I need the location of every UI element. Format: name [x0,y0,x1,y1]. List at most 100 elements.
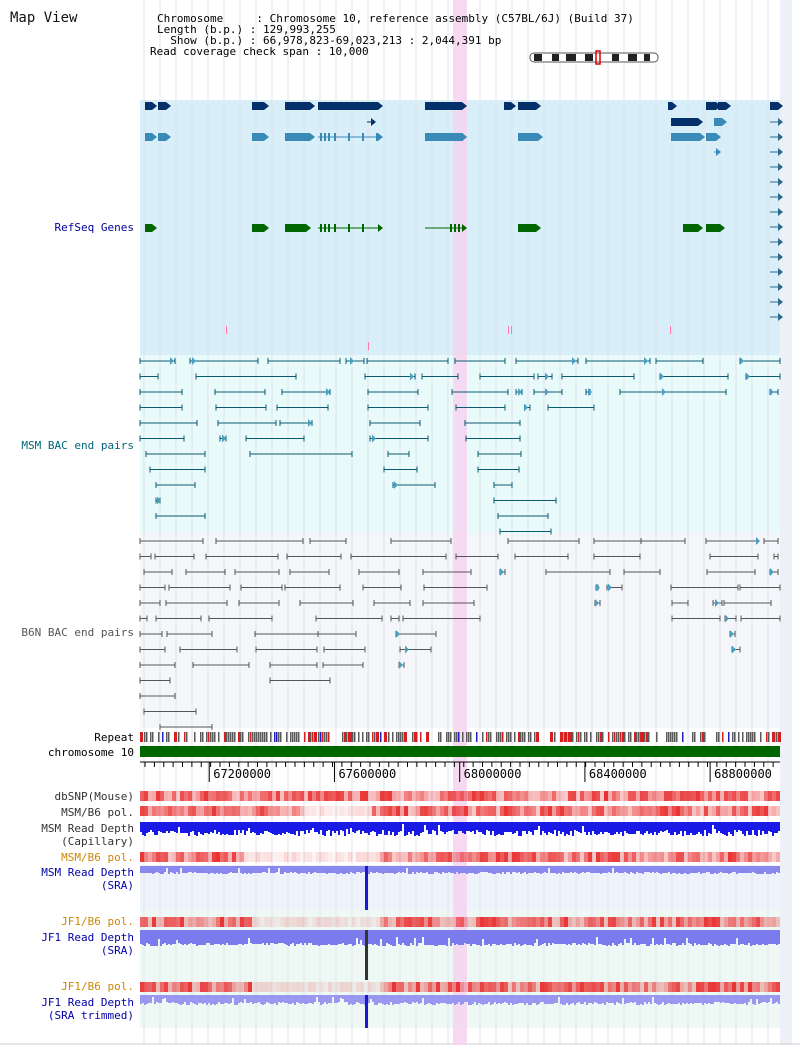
msm-depth-sra-bar [328,866,330,873]
msm-depth-capillary-bar [356,822,358,831]
track-label-msm-bac[interactable]: MSM BAC end pairs [21,439,134,452]
msm-depth-capillary-bar [668,822,670,833]
msm-depth-capillary-bar [230,822,232,835]
track-label-b6n-bac[interactable]: B6N BAC end pairs [21,626,134,639]
msm-depth-sra-bar [528,866,530,873]
repeat-mark [146,732,148,742]
dbsnp-cell [352,791,356,801]
dbsnp-cell [444,791,448,801]
msm-b6-pol-1-cell [320,806,324,816]
gene-row4-arrow [716,148,721,156]
jf1-depth-sra-bar [694,930,696,943]
jf1-b6-pol-2-cell [520,982,524,992]
jf1-depth-trimmed-bar [538,995,540,1004]
msm-depth-capillary-bar [272,822,274,834]
msm-b6-pol-1-cell [712,806,716,816]
gene-row1-8-body [668,102,672,110]
chromosome-ideogram [529,50,659,65]
jf1-b6-pol-1-cell [704,917,708,927]
msm-depth-capillary-bar [184,822,186,833]
msm-b6-pol-2-cell [556,852,560,862]
b6n-bac-pair-2-6-arrow [500,568,504,576]
msm-depth-sra-bar [700,866,702,874]
msm-b6-pol-1-cell [484,806,488,816]
msm-b6-pol-2-cell [584,852,588,862]
jf1-depth-trimmed-bar [166,995,168,1002]
jf1-depth-trimmed-bar [402,995,404,1003]
ruler-tick-label-4: 68800000 [714,767,772,781]
msm-b6-pol-2-cell [688,852,692,862]
jf1-depth-trimmed-bar [308,995,310,1003]
msm-depth-sra-bar [558,866,560,873]
jf1-b6-pol-1-cell [240,917,244,927]
track-label-msm-b6-pol-1[interactable]: MSM/B6 pol. [61,806,134,819]
track-label-jf1-depth-sra[interactable]: JF1 Read Depth [41,931,134,944]
msm-b6-pol-1-cell [456,806,460,816]
repeat-mark [768,732,770,742]
track-label-msm-depth-sra-sub: (SRA) [100,879,134,892]
jf1-b6-pol-2-cell [336,982,340,992]
jf1-depth-trimmed-bar [492,995,494,1004]
msm-depth-capillary-bar [182,822,184,833]
jf1-b6-pol-2-cell [280,982,284,992]
msm-depth-sra-bar [482,866,484,872]
jf1-depth-sra-bar [440,930,442,945]
track-label-msm-depth-capillary[interactable]: MSM Read Depth [41,822,134,835]
jf1-b6-pol-1-cell [216,917,220,927]
msm-depth-capillary-bar [606,822,608,832]
jf1-b6-pol-2-cell [292,982,296,992]
track-label-jf1-b6-pol-1[interactable]: JF1/B6 pol. [61,915,134,928]
jf1-depth-sra-bar [144,930,146,946]
jf1-b6-pol-1-cell [472,917,476,927]
dbsnp-cell [532,791,536,801]
jf1-depth-trimmed-bar [350,995,352,1004]
dbsnp-cell [156,791,160,801]
track-label-refseq-genes[interactable]: RefSeq Genes [54,221,134,234]
track-label-jf1-depth-trimmed[interactable]: JF1 Read Depth [41,996,134,1009]
right-margin [780,0,792,1045]
msm-depth-sra-bar [476,866,478,874]
msm-depth-sra-bar [548,866,550,868]
jf1-depth-sra-bar [550,930,552,945]
jf1-b6-pol-1-cell [252,917,256,927]
msm-depth-capillary-bar [764,822,766,834]
track-label-dbsnp[interactable]: dbSNP(Mouse) [54,790,134,803]
repeat-mark [468,732,470,742]
track-label-jf1-b6-pol-2[interactable]: JF1/B6 pol. [61,980,134,993]
msm-depth-capillary-bar [274,822,276,835]
dbsnp-cell [140,791,144,801]
msm-bac-pair-2-7-arrow [588,388,592,396]
jf1-b6-pol-1-cell [340,917,344,927]
track-label-msm-depth-sra[interactable]: MSM Read Depth [41,866,134,879]
msm-depth-capillary-bar [682,822,684,836]
msm-depth-capillary-bar [232,822,234,835]
msm-b6-pol-2-cell [696,852,700,862]
gene-row1-10-arrow [726,102,731,110]
msm-b6-pol-2-cell [644,852,648,862]
repeat-mark [292,732,294,742]
dbsnp-cell [576,791,580,801]
repeat-mark [700,732,702,742]
msm-depth-capillary-bar [754,822,756,835]
msm-depth-sra-bar [194,866,196,872]
jf1-b6-pol-2-cell [644,982,648,992]
repeat-mark [616,732,618,742]
jf1-b6-pol-1-cell [188,917,192,927]
jf1-depth-sra-bar [728,930,730,946]
repeat-mark [562,732,564,742]
msm-b6-pol-2-cell [388,852,392,862]
repeat-mark [344,732,347,742]
jf1-depth-sra-bar [278,930,280,943]
jf1-b6-pol-1-cell [396,917,400,927]
jf1-depth-trimmed-bar [636,995,638,1005]
track-label-msm-b6-pol-2[interactable]: MSM/B6 pol. [61,851,134,864]
jf1-depth-sra-bar [368,930,370,944]
jf1-depth-trimmed-bar [762,995,764,1002]
repeat-mark [692,732,694,742]
jf1-b6-pol-2-cell [708,982,712,992]
repeat-mark [366,732,368,742]
dbsnp-cell [208,791,212,801]
gene-green-y-arrow [462,224,467,232]
msm-depth-sra-bar [270,866,272,873]
dbsnp-cell [652,791,656,801]
